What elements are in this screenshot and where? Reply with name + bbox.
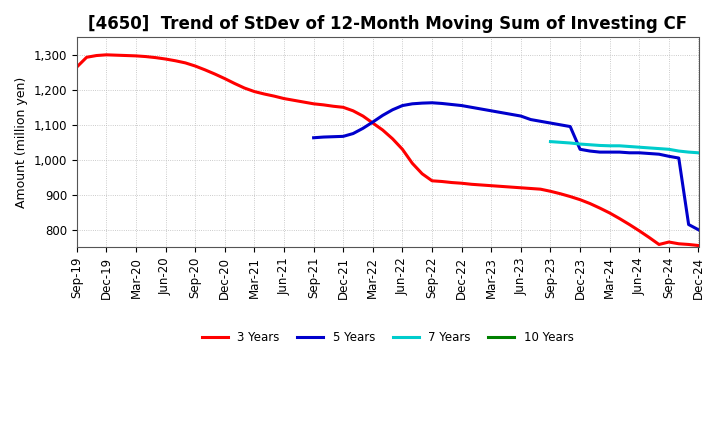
5 Years	[654, 151, 663, 157]
5 Years	[339, 134, 348, 139]
5 Years	[526, 117, 535, 122]
5 Years	[585, 148, 594, 154]
3 Years	[428, 178, 436, 183]
5 Years	[369, 119, 377, 125]
5 Years	[447, 102, 456, 107]
Line: 7 Years: 7 Years	[551, 142, 698, 153]
7 Years	[675, 148, 683, 154]
5 Years	[408, 101, 417, 106]
5 Years	[625, 150, 634, 155]
5 Years	[418, 100, 426, 106]
7 Years	[576, 141, 585, 147]
Legend: 3 Years, 5 Years, 7 Years, 10 Years: 3 Years, 5 Years, 7 Years, 10 Years	[197, 326, 578, 349]
5 Years	[310, 135, 318, 140]
5 Years	[566, 124, 575, 129]
5 Years	[615, 150, 624, 155]
3 Years	[73, 64, 81, 70]
5 Years	[556, 122, 564, 128]
5 Years	[675, 155, 683, 161]
Title: [4650]  Trend of StDev of 12-Month Moving Sum of Investing CF: [4650] Trend of StDev of 12-Month Moving…	[88, 15, 687, 33]
7 Years	[645, 145, 654, 150]
3 Years	[102, 52, 111, 58]
5 Years	[576, 147, 585, 152]
5 Years	[329, 134, 338, 139]
7 Years	[546, 139, 555, 144]
5 Years	[507, 112, 516, 117]
Line: 3 Years: 3 Years	[77, 55, 698, 246]
5 Years	[348, 131, 357, 136]
7 Years	[694, 150, 703, 155]
3 Years	[477, 182, 486, 187]
5 Years	[497, 110, 505, 115]
5 Years	[694, 227, 703, 232]
5 Years	[457, 103, 466, 108]
7 Years	[615, 143, 624, 148]
5 Years	[487, 108, 495, 114]
5 Years	[319, 134, 328, 139]
5 Years	[536, 119, 545, 124]
5 Years	[379, 113, 387, 118]
7 Years	[625, 144, 634, 149]
5 Years	[595, 150, 604, 155]
3 Years	[487, 183, 495, 188]
3 Years	[694, 243, 703, 248]
7 Years	[635, 145, 644, 150]
Line: 5 Years: 5 Years	[314, 103, 698, 230]
7 Years	[595, 143, 604, 148]
5 Years	[665, 154, 673, 159]
7 Years	[566, 140, 575, 146]
3 Years	[339, 105, 348, 110]
5 Years	[428, 100, 436, 106]
5 Years	[635, 150, 644, 155]
5 Years	[477, 106, 486, 112]
5 Years	[359, 126, 367, 131]
5 Years	[388, 107, 397, 112]
5 Years	[645, 151, 654, 156]
7 Years	[585, 142, 594, 147]
7 Years	[665, 147, 673, 152]
5 Years	[398, 103, 407, 108]
5 Years	[438, 101, 446, 106]
5 Years	[516, 114, 525, 119]
3 Years	[161, 56, 170, 62]
7 Years	[556, 139, 564, 145]
Y-axis label: Amount (million yen): Amount (million yen)	[15, 77, 28, 208]
5 Years	[606, 150, 614, 155]
5 Years	[467, 105, 476, 110]
7 Years	[684, 150, 693, 155]
7 Years	[606, 143, 614, 148]
3 Years	[388, 136, 397, 141]
5 Years	[546, 121, 555, 126]
7 Years	[654, 146, 663, 151]
5 Years	[684, 222, 693, 227]
